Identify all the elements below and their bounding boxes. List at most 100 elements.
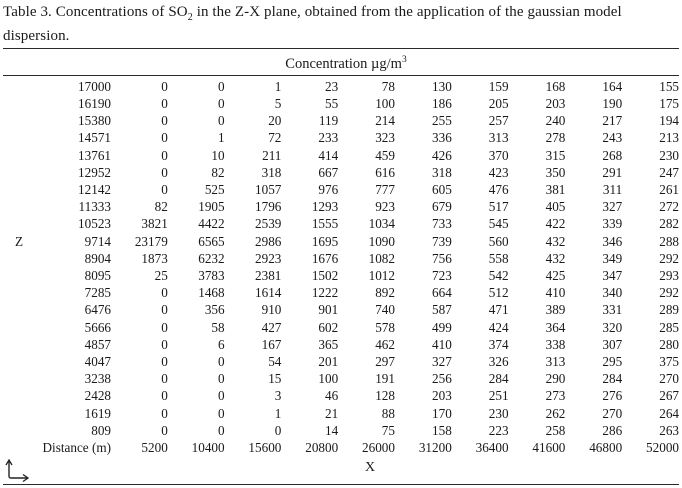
cubed-superscript: 3: [401, 55, 407, 65]
concentration-cell: 350: [545, 164, 566, 180]
concentration-cell: 756: [432, 250, 452, 266]
concentration-cell: 1222: [311, 285, 339, 301]
concentration-cell: 5: [274, 96, 282, 112]
concentration-cell: 282: [659, 216, 679, 232]
concentration-cell: 423: [488, 164, 509, 180]
table-row: 16190 0 0 5 55 100 186 205 203 190 175: [3, 95, 679, 112]
concentration-cell: 190: [602, 96, 623, 112]
concentration-cell: 426: [432, 147, 452, 163]
concentration-cell: 75: [381, 422, 395, 438]
table-row: 7285 0 1468 1614 1222 892 664 512 410 340 292: [3, 284, 679, 301]
concentration-cell: 128: [375, 388, 395, 404]
concentration-cell: 499: [432, 319, 452, 335]
concentration-cell: 297: [375, 354, 395, 370]
concentration-cell: 560: [488, 233, 509, 249]
concentration-cell: 217: [602, 113, 623, 129]
z-value-cell: 12952: [78, 164, 111, 180]
concentration-cell: 331: [602, 302, 623, 318]
z-value-cell: 12142: [78, 182, 111, 198]
z-value-cell: 809: [91, 422, 111, 438]
concentration-cell: 186: [432, 96, 452, 112]
concentration-cell: 0: [161, 130, 168, 146]
concentration-cell: 414: [318, 147, 339, 163]
concentration-cell: 0: [161, 405, 168, 421]
concentration-cell: 23179: [134, 233, 168, 249]
concentration-cell: 155: [659, 78, 679, 94]
concentration-cell: 346: [602, 233, 623, 249]
concentration-cell: 14: [325, 422, 339, 438]
distance-cell: 26000: [362, 440, 395, 456]
concentration-cell: 15: [268, 371, 282, 387]
concentration-cell: 326: [488, 354, 509, 370]
concentration-cell: 405: [545, 199, 566, 215]
concentration-cell: 262: [545, 405, 566, 421]
concentration-cell: 20: [268, 113, 282, 129]
z-value-cell: 4857: [84, 336, 111, 352]
concentration-cell: 167: [261, 336, 282, 352]
concentration-cell: 311: [602, 182, 623, 198]
distance-cell: 36400: [475, 440, 509, 456]
z-axis-spacer: [3, 439, 23, 456]
concentration-cell: 264: [659, 405, 679, 421]
concentration-cell: 290: [545, 371, 566, 387]
concentration-cell: 0: [161, 182, 168, 198]
concentration-cell: 0: [161, 78, 168, 94]
concentration-table: 17000 0 0 1 23 78 130 159 168 164 155 16190 0 0 5 55 100…: [3, 78, 679, 456]
concentration-cell: 276: [602, 388, 623, 404]
concentration-cell: 230: [488, 405, 509, 421]
z-value-cell: 1619: [84, 405, 111, 421]
concentration-cell: 0: [218, 96, 225, 112]
concentration-cell: 432: [545, 250, 566, 266]
concentration-cell: 323: [375, 130, 395, 146]
concentration-cell: 251: [488, 388, 509, 404]
concentration-cell: 0: [161, 96, 168, 112]
concentration-cell: 339: [602, 216, 623, 232]
z-axis-spacer: [3, 181, 23, 198]
z-value-cell: 14571: [78, 130, 111, 146]
concentration-cell: 605: [432, 182, 452, 198]
concentration-cell: 374: [488, 336, 509, 352]
z-value-cell: 2428: [84, 388, 111, 404]
concentration-cell: 0: [218, 371, 225, 387]
concentration-cell: 0: [161, 302, 168, 318]
concentration-cell: 3821: [141, 216, 168, 232]
concentration-cell: 739: [432, 233, 452, 249]
concentration-cell: 1090: [368, 233, 395, 249]
z-value-cell: 4047: [84, 354, 111, 370]
concentration-header-text: Concentration µg/m: [285, 55, 402, 72]
table-row: 2428 0 0 3 46 128 203 251 273 276 267: [3, 387, 679, 404]
concentration-cell: 257: [488, 113, 509, 129]
concentration-cell: 1: [274, 78, 282, 94]
concentration-cell: 1: [218, 130, 225, 146]
concentration-cell: 1502: [311, 268, 339, 284]
concentration-cell: 0: [161, 164, 168, 180]
table-row: 809 0 0 0 14 75 158 223 258 286 263: [3, 422, 679, 439]
concentration-cell: 72: [268, 130, 282, 146]
concentration-cell: 292: [659, 250, 679, 266]
concentration-cell: 46: [325, 388, 339, 404]
concentration-cell: 923: [375, 199, 395, 215]
concentration-cell: 293: [659, 268, 679, 284]
distance-cell: 10400: [191, 440, 225, 456]
distance-cell: 46800: [589, 440, 623, 456]
table-row: 11333 82 1905 1796 1293 923 679 517 405 327 272: [3, 198, 679, 215]
concentration-cell: 243: [602, 130, 623, 146]
concentration-cell: 0: [161, 354, 168, 370]
concentration-cell: 258: [545, 422, 566, 438]
concentration-cell: 340: [602, 285, 623, 301]
concentration-cell: 616: [375, 164, 395, 180]
concentration-cell: 0: [218, 78, 225, 94]
concentration-cell: 119: [318, 113, 339, 129]
concentration-cell: 100: [375, 96, 395, 112]
concentration-cell: 286: [602, 422, 623, 438]
concentration-cell: 1676: [311, 250, 339, 266]
concentration-cell: 910: [261, 302, 282, 318]
concentration-cell: 284: [488, 371, 509, 387]
concentration-header: Concentration µg/m3: [3, 49, 679, 75]
table-row: Z 9714 23179 6565 2986 1695 1090 739 560 432 346 28…: [3, 233, 679, 250]
concentration-cell: 664: [432, 285, 452, 301]
concentration-cell: 1082: [368, 250, 395, 266]
concentration-cell: 313: [488, 130, 509, 146]
concentration-cell: 255: [432, 113, 452, 129]
concentration-cell: 1034: [368, 216, 395, 232]
